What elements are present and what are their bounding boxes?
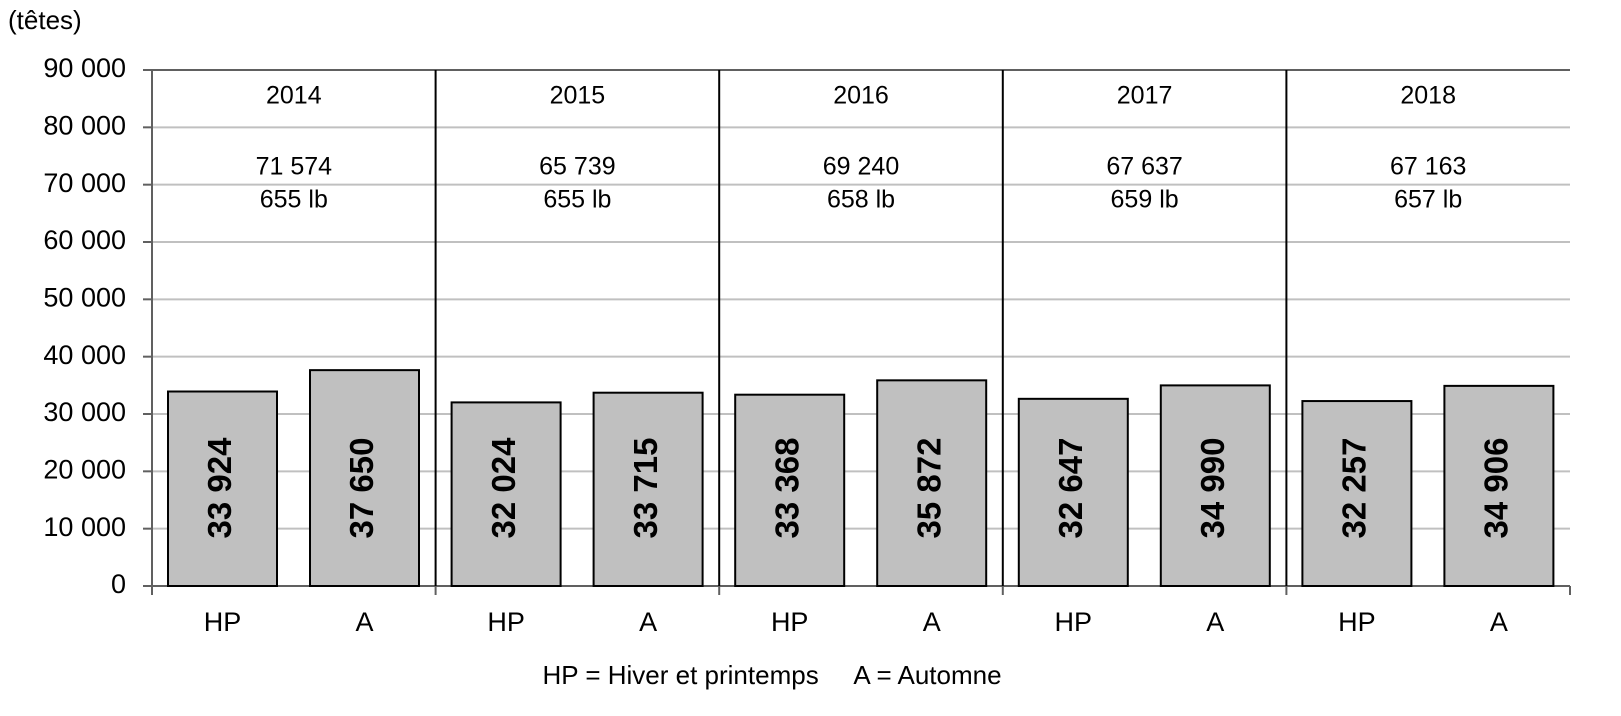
x-tick-label: HP bbox=[1338, 607, 1376, 637]
y-tick-label: 30 000 bbox=[43, 397, 126, 427]
y-tick-label: 0 bbox=[111, 569, 126, 599]
y-tick-label: 50 000 bbox=[43, 282, 126, 312]
value-label: 34 990 bbox=[1194, 438, 1231, 539]
group-weight: 657 lb bbox=[1394, 186, 1462, 214]
bar bbox=[167, 390, 278, 588]
y-tick-label: 90 000 bbox=[43, 53, 126, 83]
x-tick-label: HP bbox=[487, 607, 525, 637]
value-label: 37 650 bbox=[343, 438, 380, 539]
x-tick-label: A bbox=[1490, 607, 1508, 637]
bar bbox=[309, 369, 420, 588]
y-tick-label: 40 000 bbox=[43, 340, 126, 370]
y-tick-label: 20 000 bbox=[43, 454, 126, 484]
x-tick-label: A bbox=[639, 607, 657, 637]
group-weight: 658 lb bbox=[827, 186, 895, 214]
bar bbox=[592, 391, 704, 587]
y-tick-label: 80 000 bbox=[43, 110, 126, 140]
group-total: 67 637 bbox=[1106, 153, 1182, 181]
group-weight: 655 lb bbox=[543, 186, 611, 214]
bar bbox=[1443, 384, 1555, 587]
value-label: 32 647 bbox=[1052, 438, 1089, 539]
y-tick-label: 60 000 bbox=[43, 225, 126, 255]
value-label: 33 715 bbox=[627, 438, 664, 539]
value-label: 35 872 bbox=[910, 438, 947, 539]
value-label: 33 368 bbox=[768, 438, 805, 539]
bar bbox=[450, 401, 562, 587]
y-tick-label: 70 000 bbox=[43, 168, 126, 198]
group-total: 69 240 bbox=[823, 153, 899, 181]
group-total: 71 574 bbox=[256, 153, 333, 181]
y-tick-label: 10 000 bbox=[43, 512, 126, 542]
bar bbox=[876, 379, 988, 587]
value-label: 34 906 bbox=[1478, 438, 1515, 539]
bar bbox=[1017, 397, 1129, 587]
x-tick-label: A bbox=[1206, 607, 1224, 637]
x-tick-label: HP bbox=[771, 607, 809, 637]
legend-note: HP = Hiver et printemps A = Automne bbox=[542, 660, 1001, 690]
x-tick-label: HP bbox=[204, 607, 242, 637]
x-tick-label: A bbox=[355, 607, 373, 637]
group-year: 2014 bbox=[266, 82, 322, 110]
group-total: 67 163 bbox=[1390, 153, 1466, 181]
group-weight: 655 lb bbox=[260, 186, 328, 214]
group-year: 2016 bbox=[833, 82, 889, 110]
bar bbox=[734, 393, 846, 587]
group-year: 2017 bbox=[1117, 82, 1173, 110]
group-year: 2015 bbox=[550, 82, 606, 110]
x-tick-label: A bbox=[923, 607, 941, 637]
x-tick-label: HP bbox=[1055, 607, 1093, 637]
group-total: 65 739 bbox=[539, 153, 615, 181]
value-label: 32 257 bbox=[1336, 438, 1373, 539]
value-label: 32 024 bbox=[485, 437, 522, 539]
group-weight: 659 lb bbox=[1111, 186, 1179, 214]
value-label: 33 924 bbox=[201, 437, 238, 539]
y-unit: (têtes) bbox=[8, 5, 82, 35]
group-year: 2018 bbox=[1400, 82, 1456, 110]
bar bbox=[1301, 400, 1413, 588]
bar bbox=[1159, 384, 1271, 587]
